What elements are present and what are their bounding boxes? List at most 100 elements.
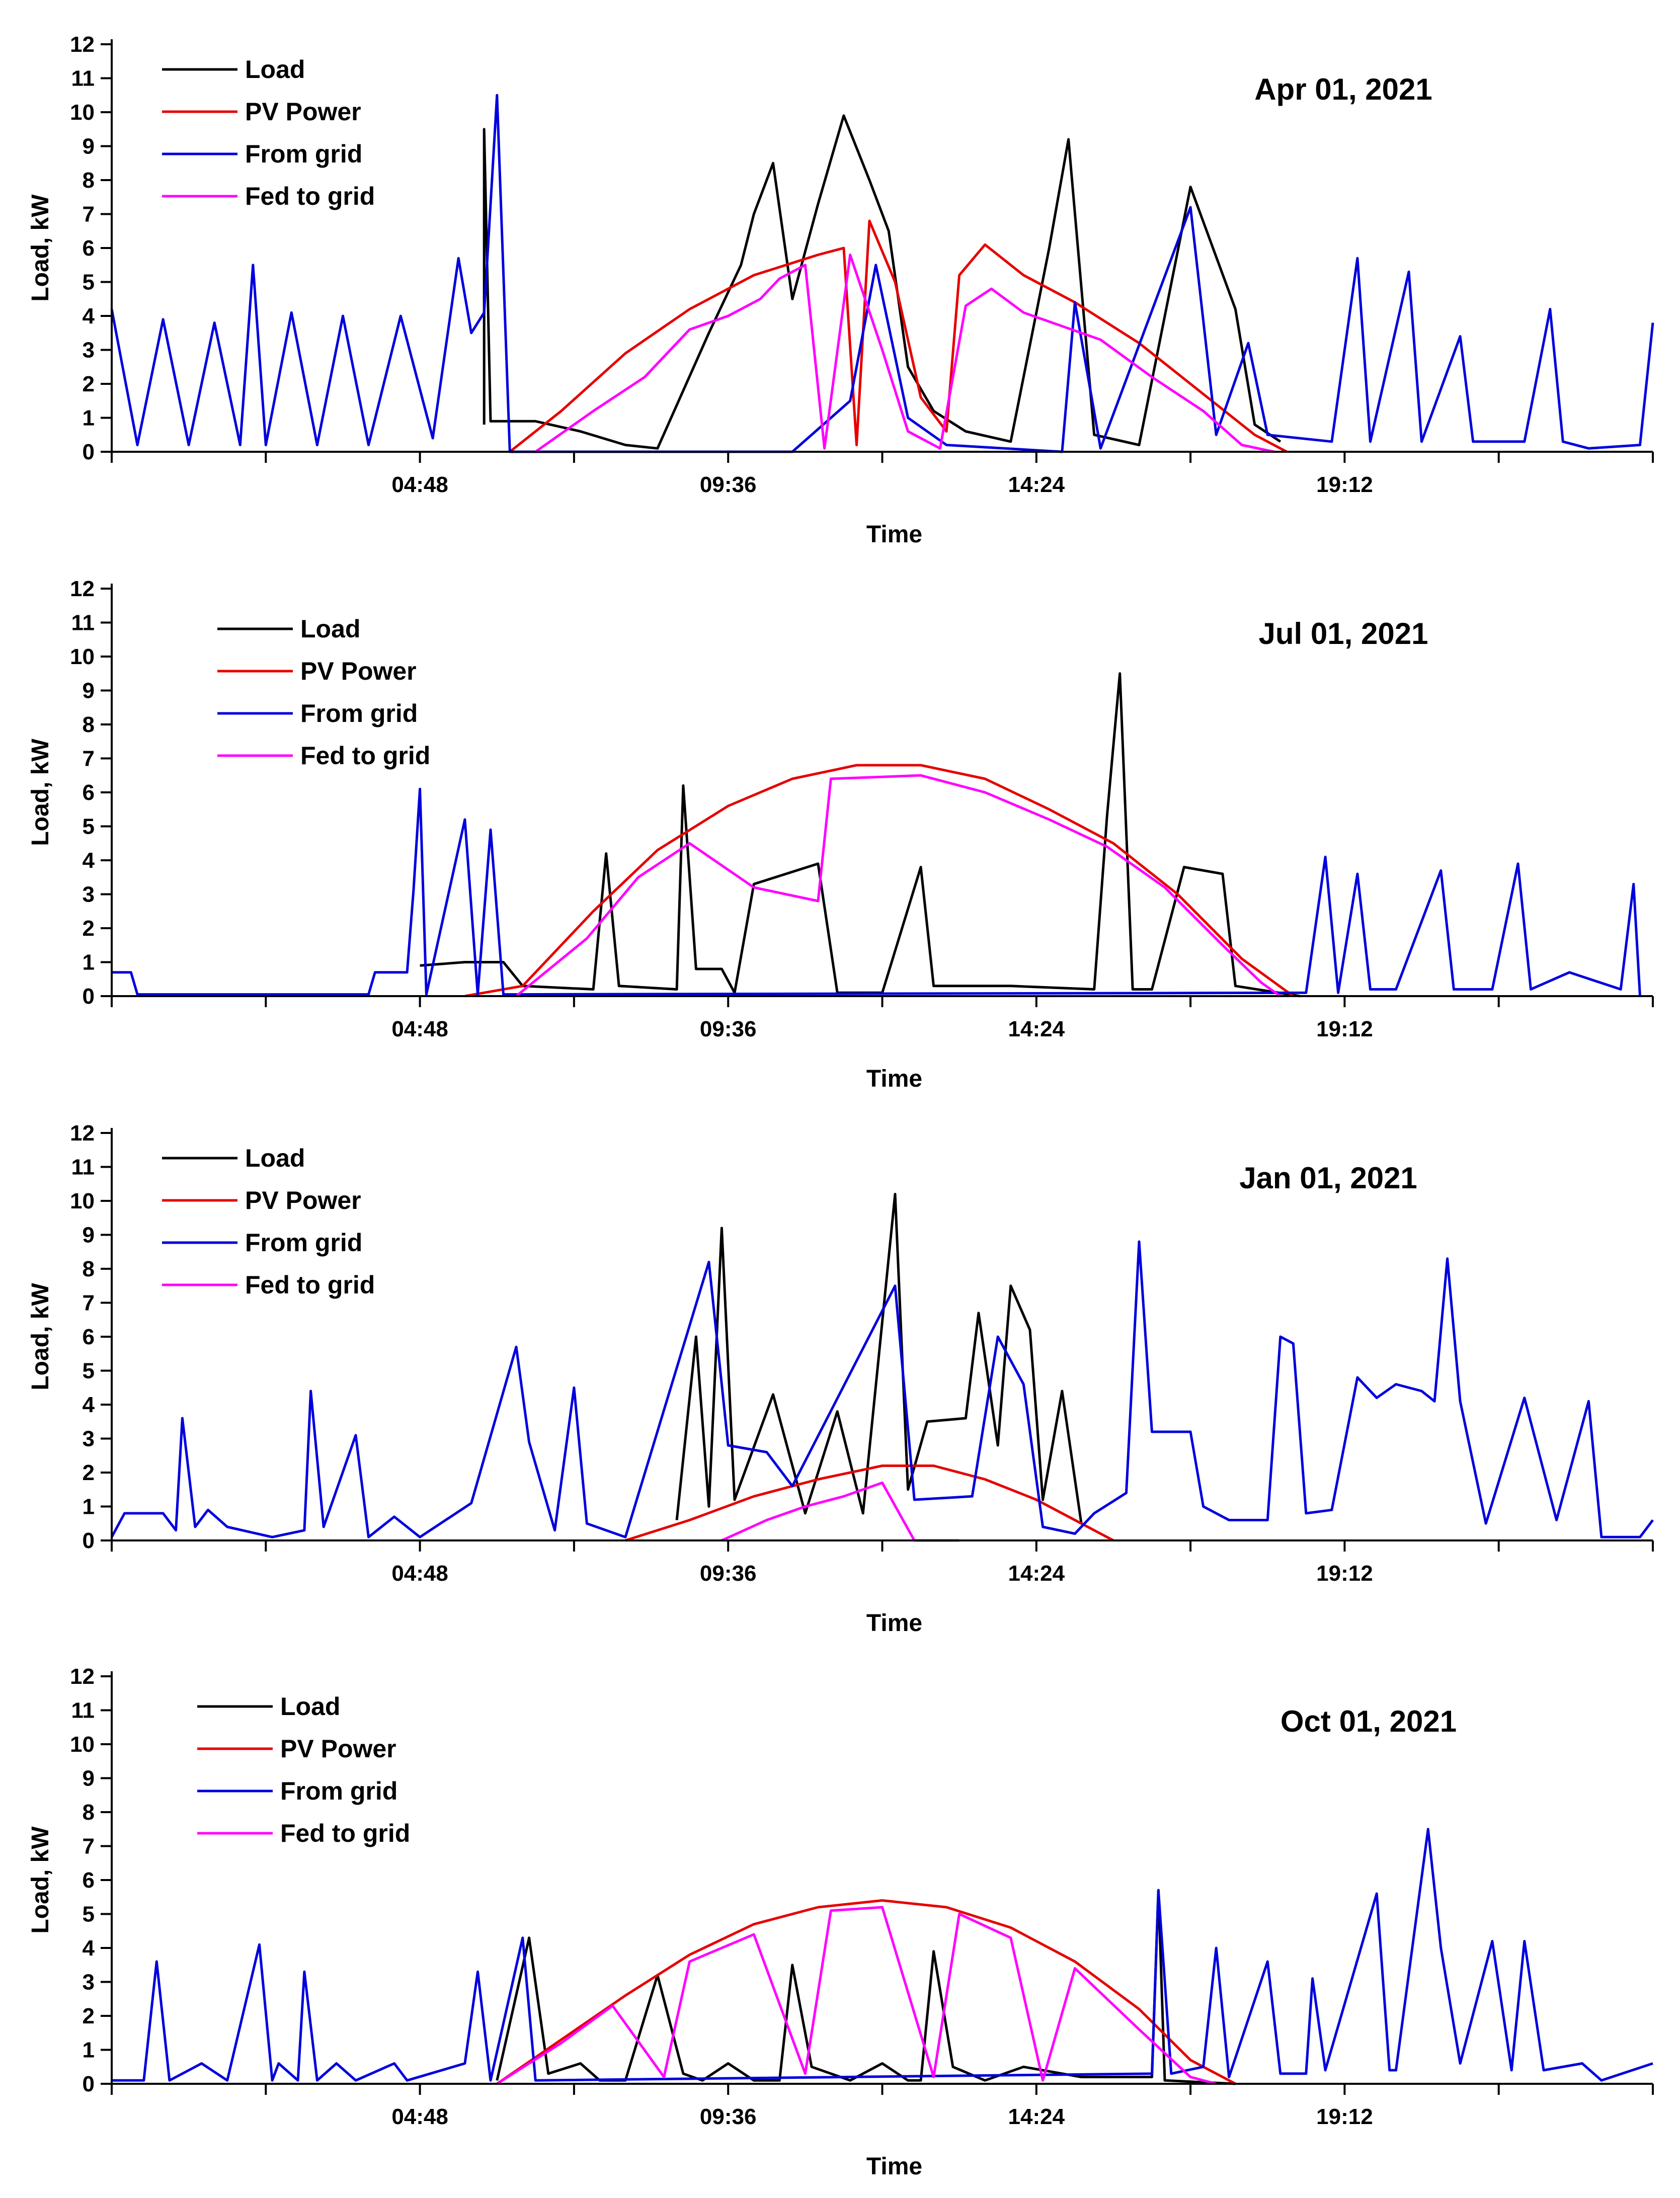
y-tick-label: 11 <box>71 611 95 635</box>
series-group <box>112 1828 1653 2085</box>
x-axis-title: Time <box>866 521 922 548</box>
y-tick-label: 5 <box>83 815 95 839</box>
series-line-fed-to-grid <box>534 254 1274 453</box>
x-tick-label: 19:12 <box>1316 472 1373 497</box>
x-tick-label: 19:12 <box>1316 1561 1373 1586</box>
y-tick-label: 11 <box>71 1155 95 1180</box>
y-tick-label: 9 <box>83 679 95 703</box>
legend-label: Load <box>280 1692 340 1721</box>
x-axis-title: Time <box>866 1610 922 1637</box>
y-tick-label: 4 <box>83 848 95 873</box>
y-tick-label: 7 <box>83 747 95 771</box>
x-tick-label: 09:36 <box>700 2104 757 2129</box>
series-line-pv-power <box>496 1899 1236 2085</box>
y-tick-label: 7 <box>83 1291 95 1316</box>
x-tick-label: 09:36 <box>700 1561 757 1586</box>
y-axis-title: Load, kW <box>27 1826 54 1934</box>
y-tick-label: 12 <box>70 577 95 601</box>
y-tick-label: 10 <box>70 1189 95 1213</box>
y-tick-label: 8 <box>83 168 95 193</box>
legend: Load PV Power From grid Fed to grid <box>162 1144 375 1299</box>
series-line-load <box>483 114 1282 450</box>
x-tick-label: 09:36 <box>700 1017 757 1041</box>
legend-label: From grid <box>300 699 418 727</box>
y-tick-label: 1 <box>83 406 95 431</box>
series-line-fed-to-grid <box>496 1906 1217 2085</box>
y-tick-label: 9 <box>83 134 95 159</box>
y-tick-label: 6 <box>83 236 95 261</box>
y-tick-label: 2 <box>83 2004 95 2028</box>
y-tick-label: 12 <box>70 32 95 57</box>
legend: Load PV Power From grid Fed to grid <box>217 615 430 770</box>
series-line-pv-power <box>509 219 1288 453</box>
legend: Load PV Power From grid Fed to grid <box>162 55 375 210</box>
x-tick-label: 14:24 <box>1008 2104 1065 2129</box>
legend-label: From grid <box>245 140 362 168</box>
y-tick-label: 7 <box>83 202 95 227</box>
series-line-from-grid <box>112 787 1641 997</box>
y-tick-label: 9 <box>83 1223 95 1248</box>
x-tick-label: 04:48 <box>391 1017 448 1041</box>
series-line-from-grid <box>112 1828 1653 2082</box>
series-line-from-grid <box>110 94 1654 453</box>
legend-label: PV Power <box>300 657 417 685</box>
y-tick-label: 6 <box>83 1325 95 1349</box>
y-axis-title: Load, kW <box>27 739 54 846</box>
y-tick-label: 8 <box>83 1800 95 1825</box>
y-tick-label: 11 <box>71 66 95 91</box>
y-tick-label: 12 <box>70 1664 95 1689</box>
y-tick-label: 5 <box>83 1359 95 1383</box>
x-tick-label: 04:48 <box>391 1561 448 1586</box>
legend-label: PV Power <box>245 1186 361 1214</box>
series-line-load <box>496 1889 1236 2085</box>
y-tick-label: 4 <box>83 304 95 329</box>
y-tick-label: 8 <box>83 1257 95 1281</box>
y-tick-label: 1 <box>83 2038 95 2063</box>
legend-label: Fed to grid <box>245 182 375 210</box>
y-tick-label: 0 <box>83 984 95 1009</box>
x-tick-label: 09:36 <box>700 472 757 497</box>
y-tick-label: 3 <box>83 338 95 363</box>
legend-label: PV Power <box>245 98 361 126</box>
x-tick-label: 14:24 <box>1008 472 1065 497</box>
legend: Load PV Power From grid Fed to grid <box>197 1692 410 1847</box>
y-tick-label: 2 <box>83 916 95 941</box>
legend-label: PV Power <box>280 1735 396 1763</box>
y-axis-title: Load, kW <box>27 194 54 302</box>
y-tick-label: 3 <box>83 882 95 907</box>
legend-label: Load <box>245 1144 305 1172</box>
x-tick-label: 14:24 <box>1008 1017 1065 1041</box>
y-tick-label: 5 <box>83 270 95 295</box>
x-tick-label: 04:48 <box>391 472 448 497</box>
chart-title: Jul 01, 2021 <box>1259 617 1428 650</box>
series-line-load <box>420 672 1300 998</box>
y-tick-label: 6 <box>83 1868 95 1893</box>
x-axis-title: Time <box>866 2153 922 2180</box>
y-tick-label: 10 <box>70 100 95 125</box>
series-line-from-grid <box>110 1240 1654 1538</box>
y-tick-label: 0 <box>83 2072 95 2096</box>
series-group <box>110 1193 1654 1542</box>
series-line-fed-to-grid <box>515 774 1282 998</box>
series-line-fed-to-grid <box>721 1481 959 1542</box>
x-tick-label: 04:48 <box>391 2104 448 2129</box>
y-tick-label: 2 <box>83 1460 95 1485</box>
legend-label: Load <box>245 55 305 84</box>
y-tick-label: 5 <box>83 1902 95 1927</box>
legend-label: Load <box>300 615 360 643</box>
legend-label: From grid <box>280 1777 397 1805</box>
y-tick-label: 0 <box>83 440 95 464</box>
legend-label: Fed to grid <box>245 1271 375 1299</box>
legend-label: Fed to grid <box>300 742 430 770</box>
y-tick-label: 1 <box>83 950 95 975</box>
series-group <box>112 672 1641 998</box>
chart-title: Oct 01, 2021 <box>1281 1704 1457 1738</box>
series-line-pv-power <box>625 1464 1114 1542</box>
y-tick-label: 9 <box>83 1766 95 1791</box>
y-axis-title: Load, kW <box>27 1283 54 1391</box>
